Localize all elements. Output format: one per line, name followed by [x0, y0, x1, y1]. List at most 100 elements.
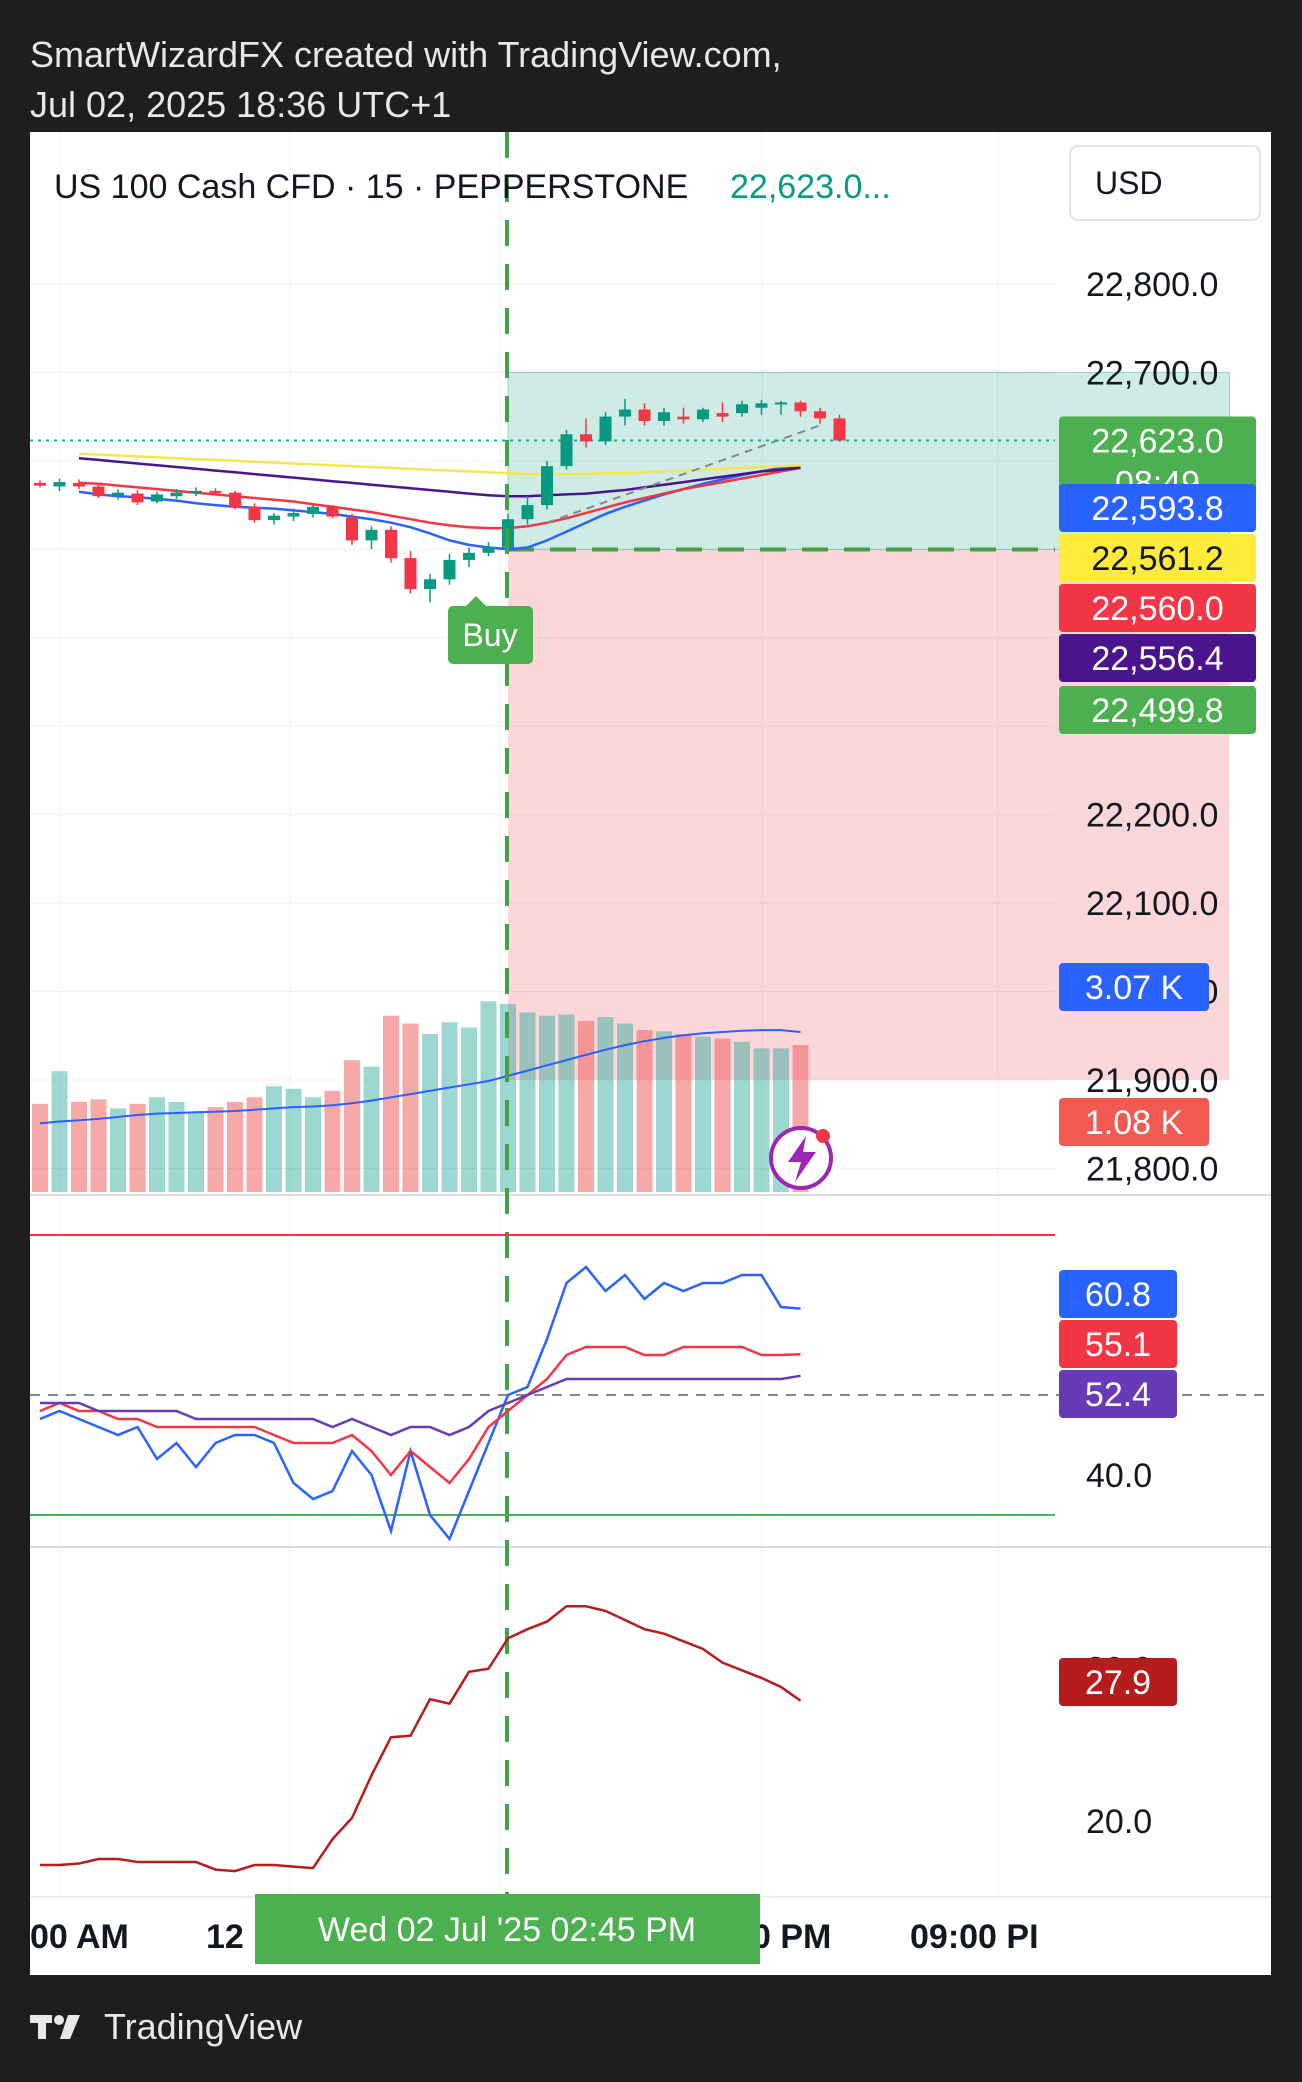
footer-brand: TradingView [104, 2006, 303, 2047]
volume-bar [129, 1103, 146, 1192]
oscillator-value-badge [1059, 1270, 1177, 1318]
volume-bar [539, 1015, 555, 1192]
moving-average-badge-text: 22,561.2 [1091, 540, 1223, 578]
volume-bar [188, 1112, 204, 1192]
current-price-badge-text: 22,623.0 [1091, 422, 1223, 460]
footer: TradingView [30, 2006, 302, 2048]
entry-price-badge [1059, 686, 1256, 734]
candle-body [34, 482, 46, 486]
price-axis-tick: 22,100.0 [1086, 885, 1218, 923]
moving-average-line [78, 452, 801, 476]
candle-body [619, 409, 631, 417]
volume-bar [344, 1060, 360, 1192]
volume-bar [597, 1017, 614, 1192]
adx-line [40, 1605, 802, 1873]
oscillator-value-badge [1059, 1370, 1177, 1418]
moving-average-line [78, 456, 801, 498]
volume-bar [207, 1107, 224, 1192]
volume-bar [246, 1097, 263, 1192]
volume-bar [110, 1108, 126, 1192]
volume-bar [324, 1090, 341, 1192]
time-axis-tick: 12 [206, 1918, 244, 1956]
price-axis-tick: 22,800.0 [1086, 266, 1218, 304]
adx-value-badge [1059, 1658, 1177, 1706]
volume-bar [422, 1033, 438, 1192]
time-axis-tick: 00 AM [30, 1918, 129, 1956]
volume-bar [714, 1038, 731, 1192]
candle-body [697, 409, 709, 420]
volume-ma-badge-text: 1.08 K [1085, 1104, 1184, 1142]
candle-body [736, 404, 748, 414]
oscillator-value-badge [1059, 1320, 1177, 1368]
oscillator-line [39, 1345, 801, 1485]
candle-body [580, 434, 592, 442]
header-line-1: SmartWizardFX created with TradingView.c… [30, 34, 782, 75]
volume-bar [90, 1099, 107, 1192]
lightning-alert-icon[interactable] [769, 1126, 833, 1190]
candle-body [307, 506, 319, 514]
title-last-price: 22,623.0... [730, 168, 891, 206]
volume-bar [753, 1048, 770, 1192]
buy-marker-arrow [466, 596, 486, 606]
candlestick-chart[interactable]: Buy22,800.022,700.022,200.022,100.022,00… [30, 132, 1271, 1975]
chart-frame[interactable]: Buy22,800.022,700.022,200.022,100.022,00… [30, 132, 1271, 1975]
adx-axis-tick: 20.0 [1086, 1803, 1152, 1841]
moving-average-badge-text: 22,556.4 [1091, 640, 1223, 678]
candle-body [482, 547, 495, 553]
volume-bar [305, 1097, 321, 1192]
volume-bar [519, 1012, 536, 1192]
volume-bar [285, 1088, 302, 1192]
buy-signal-label [448, 606, 533, 664]
candle-body [346, 517, 358, 541]
header-line-2: Jul 02, 2025 18:36 UTC+1 [30, 84, 452, 125]
candle-body [794, 402, 807, 412]
candle-body [131, 493, 144, 503]
volume-bar [480, 1001, 497, 1192]
candle-body [716, 413, 729, 417]
lightning-icon-bolt [788, 1136, 816, 1182]
candle-body [814, 411, 826, 419]
volume-bar [461, 1027, 477, 1192]
volume-bar [227, 1101, 243, 1192]
moving-average-badge [1059, 584, 1256, 632]
volume-value-badge [1059, 963, 1209, 1011]
current-price-badge [1059, 416, 1256, 505]
candle-body [521, 505, 534, 520]
volume-bar [656, 1031, 672, 1192]
volume-bar [695, 1036, 711, 1192]
price-axis-tick: 21,800.0 [1086, 1150, 1218, 1188]
crosshair-time-text: Wed 02 Jul '25 02:45 PM [318, 1911, 696, 1949]
moving-average-badge [1059, 484, 1256, 532]
volume-bar [402, 1023, 419, 1192]
candle-body [190, 490, 202, 493]
volume-bar [149, 1097, 165, 1192]
candle-body [287, 513, 300, 517]
volume-value-badge-text: 3.07 K [1085, 969, 1184, 1007]
volume-bar [168, 1101, 185, 1192]
price-axis-tick: 22,200.0 [1086, 797, 1218, 835]
candle-body [677, 416, 690, 420]
currency-label[interactable]: USD [1095, 165, 1163, 201]
candle-body [92, 486, 105, 497]
candle-body [365, 529, 378, 541]
candle-body [209, 490, 222, 493]
candle-body [170, 492, 183, 497]
volume-bar [578, 1020, 594, 1192]
candle-body [151, 494, 163, 502]
adx-value-badge-text: 27.9 [1085, 1664, 1151, 1702]
candle-body [404, 558, 417, 590]
volume-bar [675, 1033, 692, 1192]
volume-bar [734, 1041, 750, 1192]
candle-body [560, 434, 573, 467]
volume-bar [441, 1022, 458, 1192]
time-axis-tick: 09:00 PI [910, 1918, 1039, 1956]
candle-body [658, 412, 670, 422]
lightning-icon-dot [816, 1129, 830, 1143]
oscillator-line [39, 1265, 801, 1542]
price-axis-tick: 22,700.0 [1086, 354, 1218, 392]
price-axis-tick: 21,900.0 [1086, 1062, 1218, 1100]
tradingview-logo-icon [30, 2015, 80, 2039]
candle-body [73, 482, 85, 487]
volume-bar [266, 1086, 282, 1192]
candle-body [541, 466, 553, 506]
